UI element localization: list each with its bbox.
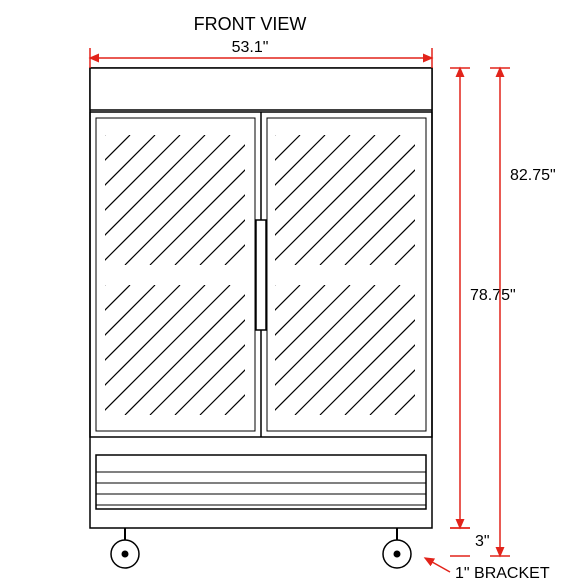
dim-height-total: 82.75" — [490, 68, 556, 556]
dim-caster-height: 3" — [450, 528, 490, 556]
dim-height-body-label: 78.75" — [470, 287, 516, 304]
dim-bracket-label: 1" BRACKET — [455, 565, 550, 582]
dim-bracket: 1" BRACKET — [425, 558, 550, 582]
caster — [111, 528, 139, 568]
dim-height-body: 78.75" — [450, 68, 516, 528]
dim-height-total-label: 82.75" — [510, 167, 556, 184]
dim-width: 53.1" — [90, 39, 432, 68]
diagram-title: FRONT VIEW — [194, 14, 307, 34]
dim-caster-height-label: 3" — [475, 533, 490, 550]
caster — [383, 528, 411, 568]
refrigerator-cabinet — [0, 68, 571, 568]
door-handle — [256, 220, 266, 330]
dim-width-label: 53.1" — [232, 39, 269, 56]
